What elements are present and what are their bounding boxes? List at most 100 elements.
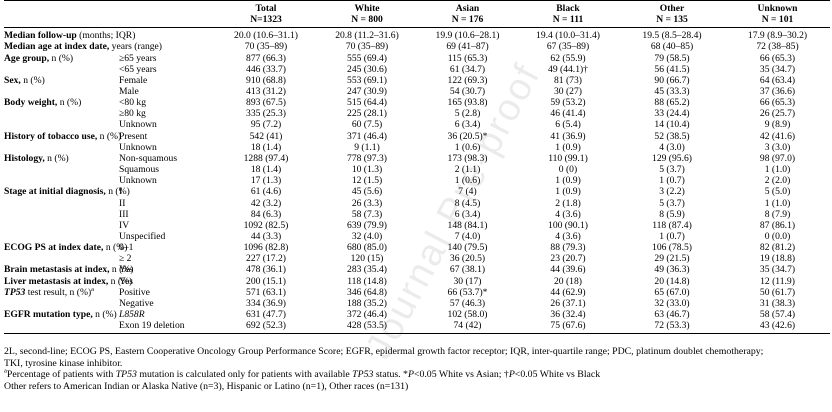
row-label-unit: n (%) (49, 52, 74, 64)
column-count-asian: N = 176 (418, 14, 517, 29)
row-sublabel: Yes (117, 276, 216, 287)
cell-unknown: 82 (81.2) (759, 242, 796, 254)
cell-black: 67 (35–89) (546, 41, 590, 53)
cell-asian: 19.9 (10.6–28.1) (435, 30, 500, 42)
cell-unknown: 3 (3.0) (764, 141, 791, 153)
header-blank (4, 1, 117, 15)
row-sublabel-text: Squamous (119, 164, 159, 176)
cell-unknown: 35 (34.7) (759, 63, 796, 75)
row-sublabel-text: ≥65 years (119, 52, 157, 64)
cell-black: 4 (3.6) (555, 208, 581, 220)
row-label-unit: (months; IQR) (76, 30, 136, 42)
row-label-text: Brain metastasis at index, (4, 264, 110, 276)
row-sublabel: L858R (117, 309, 216, 320)
cell-unknown: 58 (57.4) (759, 309, 796, 321)
footnote-a-text-post: status. * (373, 369, 408, 381)
cell-other: 72 (53.3) (619, 320, 725, 335)
cell-other: 1 (0.7) (659, 231, 685, 242)
table-row: Unspecified 44 (3.3) 32 (4.0) 7 (4.0) 4 (3.6… (4, 231, 830, 242)
table-row: Stage at initial diagnosis, n (%) I 61 (4.… (4, 186, 830, 197)
row-label (4, 108, 117, 119)
row-label-unit: years (range) (109, 41, 162, 53)
row-sublabel: Unspecified (117, 231, 216, 242)
cell-total: 20.0 (10.6–31.1) (234, 30, 298, 42)
cell-white: 245 (30.6) (347, 63, 387, 75)
row-sublabel-text: 0–1 (119, 242, 134, 254)
cell-asian: 1 (0.6) (454, 175, 481, 187)
cell-total: 893 (67.5) (246, 97, 286, 109)
cell-unknown: 1 (1.0) (764, 197, 791, 209)
row-label (4, 64, 117, 75)
row-sublabel-text: Positive (119, 286, 150, 298)
column-header-unknown: Unknown (757, 3, 798, 14)
cell-unknown: 8 (7.9) (764, 208, 791, 220)
row-sublabel: Negative (117, 298, 216, 309)
row-label: Median age at index date, years (range) (4, 41, 162, 52)
cell-black: 62 (55.9) (550, 52, 586, 64)
baseline-characteristics-table-container: Total White Asian Black Other Unknown N=1323 N… (4, 0, 830, 335)
cell-black: 49 (44.1)† (548, 63, 588, 75)
row-label-unit: test result, n (%) (25, 286, 92, 298)
row-label-text: ECOG PS at index date, (4, 242, 104, 254)
row-sublabel: Squamous (117, 164, 216, 175)
cell-white: 371 (46.4) (347, 130, 387, 142)
header-blank (4, 14, 117, 29)
row-sublabel: Present (117, 131, 216, 142)
cell-total: 1096 (82.8) (243, 242, 289, 254)
cell-total: 44 (3.3) (250, 231, 282, 242)
table-row: II 42 (3.2) 26 (3.3) 8 (4.5) 2 (1.8) 5 (3.7) 1… (4, 198, 830, 209)
cell-white: 225 (28.1) (347, 108, 387, 120)
row-sublabel-text: Exon 19 deletion (119, 320, 185, 332)
cell-other: 45 (33.3) (654, 85, 690, 97)
column-header-white: White (354, 3, 380, 14)
cell-total: 95 (7.2) (250, 119, 282, 131)
row-label-text: History of tobacco use, (4, 130, 98, 142)
cell-white: 118 (14.8) (347, 275, 387, 287)
row-label: History of tobacco use, n (%) (4, 130, 121, 142)
header-row-names: Total White Asian Black Other Unknown (4, 1, 830, 15)
row-sublabel-text: Female (119, 74, 148, 86)
column-count-white: N = 800 (316, 14, 418, 29)
footnote-p-symbol: P (407, 369, 414, 381)
row-sublabel: II (117, 198, 216, 209)
table-row: Unknown 18 (1.4) 9 (1.1) 1 (0.6) 1 (0.9) 4 (3… (4, 142, 830, 153)
table-row: TP53 test result, n (%)a Positive 571 (63.… (4, 286, 830, 298)
cell-other: 68 (40–85) (650, 41, 694, 53)
cell-asian: 66 (53.7)* (447, 286, 488, 298)
cell-other: 3 (2.2) (659, 186, 685, 198)
column-count-unknown: N = 101 (725, 14, 830, 29)
table-row: Liver metastasis at index, n (%) Yes 200 (… (4, 276, 830, 287)
table-row: Exon 19 deletion 692 (52.3) 428 (53.5) 74 (… (4, 320, 830, 335)
row-label: Liver metastasis at index, n (%) (4, 276, 132, 287)
row-sublabel-text: ≥ 2 (119, 253, 132, 265)
cell-black: 44 (62.9) (550, 286, 586, 298)
cell-total: 18 (1.4) (250, 164, 282, 176)
cell-unknown: 64 (63.4) (759, 74, 796, 86)
cell-other: 32 (33.0) (654, 297, 690, 309)
footnote-other: Other refers to American Indian or Alask… (4, 380, 409, 392)
row-label-unit: n (%) (103, 242, 128, 254)
row-label-unit: n (%) (44, 152, 69, 164)
table-footnotes: 2L, second-line; ECOG PS, Eastern Cooper… (4, 346, 830, 392)
row-label-unit: n (%) (108, 275, 133, 287)
cell-white: 12 (1.5) (351, 175, 383, 187)
cell-other: 19.5 (8.5–28.4) (642, 30, 702, 42)
cell-other: 63 (46.7) (654, 309, 690, 321)
row-label (4, 209, 117, 220)
cell-asian: 5 (2.8) (454, 108, 481, 120)
table-row: Median age at index date, years (range) 7… (4, 41, 830, 52)
cell-total: 910 (68.8) (246, 74, 286, 86)
cell-white: 188 (35.2) (347, 297, 387, 309)
row-label: Stage at initial diagnosis, n (%) (4, 186, 130, 197)
cell-other: 20 (14.8) (654, 275, 690, 287)
row-sublabel-text: <80 kg (119, 97, 146, 109)
cell-total: 877 (66.3) (246, 52, 286, 64)
cell-black: 20 (18) (554, 275, 582, 287)
cell-other: 56 (41.5) (654, 63, 690, 75)
column-count-black: N = 111 (517, 14, 619, 29)
footnote-p2-text: <0.05 White vs Black (514, 369, 601, 381)
row-sublabel-text: Non-squamous (119, 152, 178, 164)
row-label: Sex, n (%) (4, 75, 117, 86)
row-sublabel: ≥ 2 (117, 253, 216, 264)
cell-other: 106 (78.5) (652, 242, 692, 254)
